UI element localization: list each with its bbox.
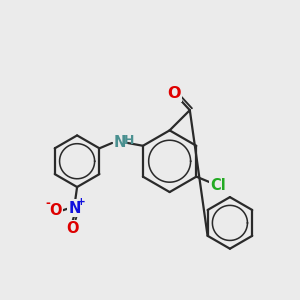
Text: +: + bbox=[76, 197, 85, 207]
Text: Cl: Cl bbox=[210, 178, 226, 193]
Text: O: O bbox=[50, 203, 62, 218]
Text: H: H bbox=[124, 134, 134, 147]
Text: N: N bbox=[69, 200, 81, 215]
Text: O: O bbox=[66, 221, 78, 236]
Text: -: - bbox=[46, 196, 50, 209]
Text: O: O bbox=[66, 221, 78, 236]
Text: N: N bbox=[69, 200, 81, 215]
Text: N: N bbox=[114, 136, 126, 151]
Text: O: O bbox=[50, 203, 62, 218]
Text: O: O bbox=[168, 86, 181, 101]
Text: Cl: Cl bbox=[210, 178, 226, 193]
Text: O: O bbox=[168, 86, 181, 101]
Text: N: N bbox=[114, 136, 126, 151]
